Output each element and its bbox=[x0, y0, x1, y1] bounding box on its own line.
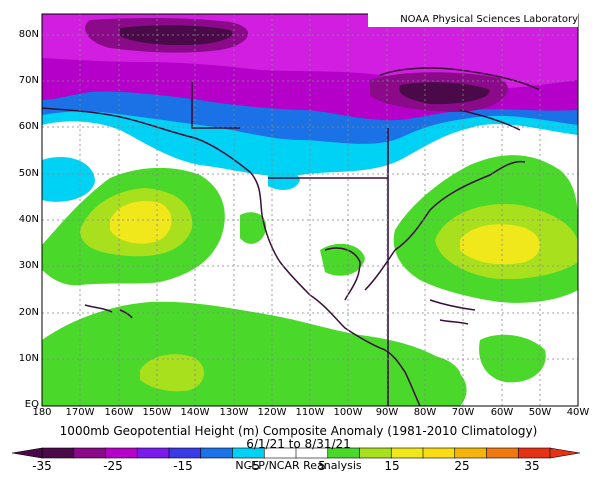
contour-yellow-pacific bbox=[110, 201, 172, 244]
lat-label-40n: 40N bbox=[18, 214, 39, 225]
map-title: 1000mb Geopotential Height (m) Composite… bbox=[59, 424, 538, 438]
contour-cyan-lobe-west bbox=[42, 156, 95, 202]
colorbar-label-neg25: -25 bbox=[103, 459, 123, 473]
lat-label-70n: 70N bbox=[18, 75, 39, 86]
contour-lime-tropics bbox=[140, 354, 205, 392]
colorbar-left-arrow bbox=[11, 447, 43, 459]
lat-label-80n: 80N bbox=[18, 29, 39, 40]
contour-green-tropics-east bbox=[479, 334, 546, 383]
lat-label-10n: 10N bbox=[18, 353, 39, 364]
contour-cyan-patch-north bbox=[330, 143, 372, 170]
colorbar-label-25: 25 bbox=[454, 459, 470, 473]
lon-label-150w: 150W bbox=[142, 407, 172, 418]
lat-label-60n: 60N bbox=[18, 121, 39, 132]
contour-green-mountain bbox=[240, 212, 267, 244]
map-field bbox=[42, 14, 578, 406]
contour-green-caribbean bbox=[397, 354, 460, 396]
colorbar-label-5: 5 bbox=[318, 459, 326, 473]
lon-label-90w: 90W bbox=[375, 407, 399, 418]
contour-green-gulf bbox=[320, 243, 365, 276]
colorbar-right-arrow bbox=[549, 447, 581, 459]
contour-dark-core-east bbox=[399, 82, 490, 105]
lon-label-130w: 130W bbox=[219, 407, 249, 418]
lat-label-20n: 20N bbox=[18, 307, 39, 318]
lon-label-80w: 80W bbox=[413, 407, 437, 418]
lon-label-160w: 160W bbox=[104, 407, 134, 418]
date-range-label: 6/1/21 to 8/31/21 bbox=[246, 437, 351, 451]
colorbar-label-neg15: -15 bbox=[173, 459, 193, 473]
lon-label-100w: 100W bbox=[333, 407, 363, 418]
lon-label-120w: 120W bbox=[257, 407, 287, 418]
colorbar-label-neg5: -5 bbox=[248, 459, 260, 473]
coastlines bbox=[42, 67, 541, 406]
map-frame bbox=[41, 13, 579, 407]
colorbar-label-neg35: -35 bbox=[32, 459, 52, 473]
contour-darkest-core bbox=[120, 25, 233, 46]
lon-label-110w: 110W bbox=[295, 407, 325, 418]
lon-label-140w: 140W bbox=[180, 407, 210, 418]
lon-label-180: 180 bbox=[32, 407, 52, 418]
colorbar bbox=[11, 447, 581, 459]
contour-cyan-patch-center bbox=[268, 170, 300, 190]
contour-yellow-atlantic bbox=[460, 224, 540, 265]
lon-label-50w: 50W bbox=[528, 407, 552, 418]
credit-label: NOAA Physical Sciences Laboratory bbox=[368, 13, 578, 27]
colorbar-label-15: 15 bbox=[384, 459, 400, 473]
lat-label-30n: 30N bbox=[18, 260, 39, 271]
lon-label-60w: 60W bbox=[490, 407, 514, 418]
lat-label-eq: EQ bbox=[24, 399, 39, 410]
lon-label-40w: 40W bbox=[566, 407, 590, 418]
gridlines bbox=[42, 14, 578, 406]
lon-label-170w: 170W bbox=[65, 407, 95, 418]
colorbar-label-35: 35 bbox=[524, 459, 540, 473]
lat-label-50n: 50N bbox=[18, 168, 39, 179]
lon-label-70w: 70W bbox=[451, 407, 475, 418]
dataset-label: NCEP/NCAR Reanalysis bbox=[235, 459, 362, 472]
